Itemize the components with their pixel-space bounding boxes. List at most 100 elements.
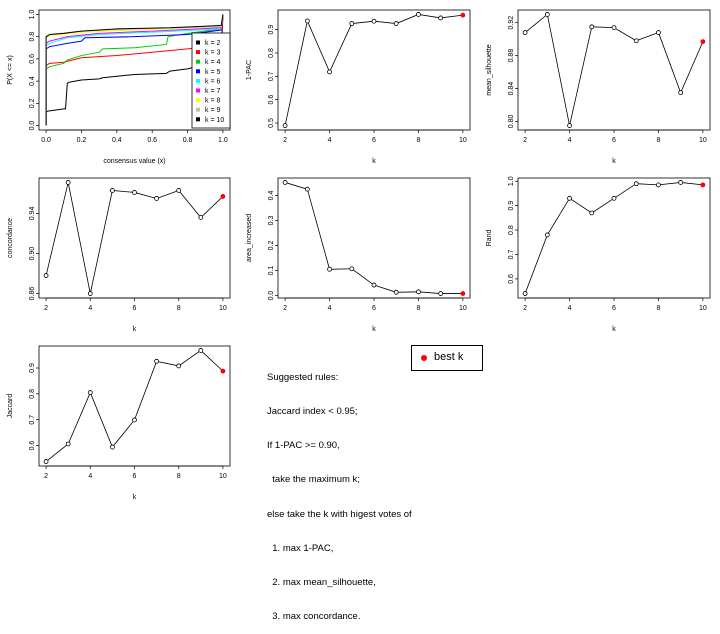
data-point: [132, 417, 137, 423]
data-point: [633, 38, 639, 44]
x-tick-label: 0.4: [112, 137, 122, 144]
rule-line: Jaccard index < 0.95;: [267, 406, 358, 418]
x-tick-label: 2: [44, 305, 48, 312]
data-point: [176, 363, 182, 369]
data-point: [109, 444, 115, 450]
data-point: [393, 21, 399, 26]
x-tick-label: 8: [656, 305, 660, 312]
x-tick-label: 6: [372, 305, 376, 312]
y-tick-label: 0.94: [29, 207, 36, 221]
y-axis-label: 1-PAC: [246, 60, 253, 80]
y-axis-label: Jaccard: [7, 394, 14, 419]
y-tick-label: 0.7: [508, 250, 515, 260]
panel-4: [36, 177, 231, 301]
legend-label: k = 6: [205, 78, 220, 85]
legend-label: k = 3: [205, 50, 220, 57]
legend-label: k = 7: [205, 88, 220, 95]
x-tick-label: 4: [568, 137, 572, 144]
rule-line: If 1-PAC >= 0.90,: [267, 440, 340, 452]
y-tick-label: 0.6: [29, 441, 36, 451]
data-point: [611, 25, 617, 31]
data-point: [567, 123, 572, 128]
y-axis-label: Rand: [486, 230, 493, 247]
data-point: [589, 210, 595, 216]
legend-swatch: [196, 59, 200, 64]
y-tick-label: 0.3: [268, 216, 275, 226]
data-point: [522, 30, 528, 35]
panel-6: [515, 177, 711, 301]
rule-line: else take the k with higest votes of: [267, 508, 412, 520]
legend-label: k = 9: [205, 107, 220, 114]
rule-line: 2. max mean_silhouette,: [267, 577, 376, 589]
data-point: [87, 291, 93, 296]
y-tick-label: 0.5: [268, 118, 275, 128]
data-point: [349, 21, 355, 26]
data-point: [176, 188, 182, 193]
x-tick-label: 6: [612, 137, 616, 144]
y-tick-label: 0.6: [29, 54, 36, 64]
y-tick-label: 0.1: [268, 266, 275, 276]
data-point: [65, 180, 71, 185]
data-point: [349, 266, 355, 272]
x-tick-label: 4: [328, 137, 332, 144]
x-tick-label: 10: [219, 305, 227, 312]
x-axis-label: k: [133, 494, 137, 501]
x-tick-label: 0.6: [147, 137, 157, 144]
data-point: [282, 180, 288, 185]
data-point: [327, 266, 332, 272]
y-axis-label: concordance: [7, 218, 14, 258]
x-tick-label: 4: [88, 473, 92, 480]
x-tick-label: 4: [88, 305, 92, 312]
rule-line: take the maximum k;: [267, 474, 360, 486]
series-line: [45, 349, 224, 462]
x-tick-label: 1.0: [218, 137, 228, 144]
data-point: [393, 289, 399, 295]
panel-5: [275, 177, 471, 301]
x-axis-label: k: [612, 326, 616, 333]
x-tick-label: 4: [328, 305, 332, 312]
x-tick-label: 0.2: [77, 137, 87, 144]
consensus-partition-plots: k = 2 k = 3 k = 4 k = 5 k = 6 k = 7 k = 8 k = 9…: [7, 9, 711, 501]
best-k-marker: [421, 355, 427, 361]
data-point: [611, 195, 617, 201]
best-k-point: [460, 291, 466, 296]
data-point: [304, 186, 310, 192]
best-k-point: [220, 194, 226, 199]
data-point: [304, 18, 310, 24]
x-tick-label: 8: [177, 473, 181, 480]
y-tick-label: 0.90: [29, 247, 36, 261]
x-axis-label: k: [372, 326, 376, 333]
y-tick-label: 0.7: [29, 415, 36, 425]
legend-swatch: [196, 117, 200, 122]
data-point: [589, 24, 595, 30]
data-point: [656, 30, 661, 35]
data-point: [567, 195, 572, 201]
x-tick-label: 8: [416, 305, 420, 312]
series-line: [524, 13, 704, 126]
data-point: [154, 196, 160, 201]
data-point: [132, 190, 137, 195]
panel-2: [275, 9, 471, 133]
legend-swatch: [196, 50, 200, 55]
rule-line: 3. max concordance.: [267, 611, 361, 623]
x-tick-label: 10: [459, 137, 467, 144]
y-tick-label: 0.7: [268, 71, 275, 81]
y-tick-label: 0.2: [268, 241, 275, 251]
y-tick-label: 0.8: [29, 32, 36, 42]
data-point: [522, 291, 528, 296]
series-line: [284, 14, 463, 126]
data-point: [544, 232, 550, 238]
x-tick-label: 2: [283, 137, 287, 144]
legend-swatch: [196, 107, 200, 112]
x-tick-label: 2: [283, 305, 287, 312]
legend-swatch: [196, 88, 200, 93]
data-point: [678, 180, 684, 185]
best-k-point: [460, 12, 466, 18]
x-tick-label: 2: [523, 137, 527, 144]
y-tick-label: 0.2: [29, 98, 36, 108]
x-tick-label: 2: [523, 305, 527, 312]
x-axis-label: k: [372, 158, 376, 165]
y-tick-label: 1.0: [29, 9, 36, 19]
data-point: [416, 289, 421, 295]
cdf-line-k10: [45, 14, 224, 126]
